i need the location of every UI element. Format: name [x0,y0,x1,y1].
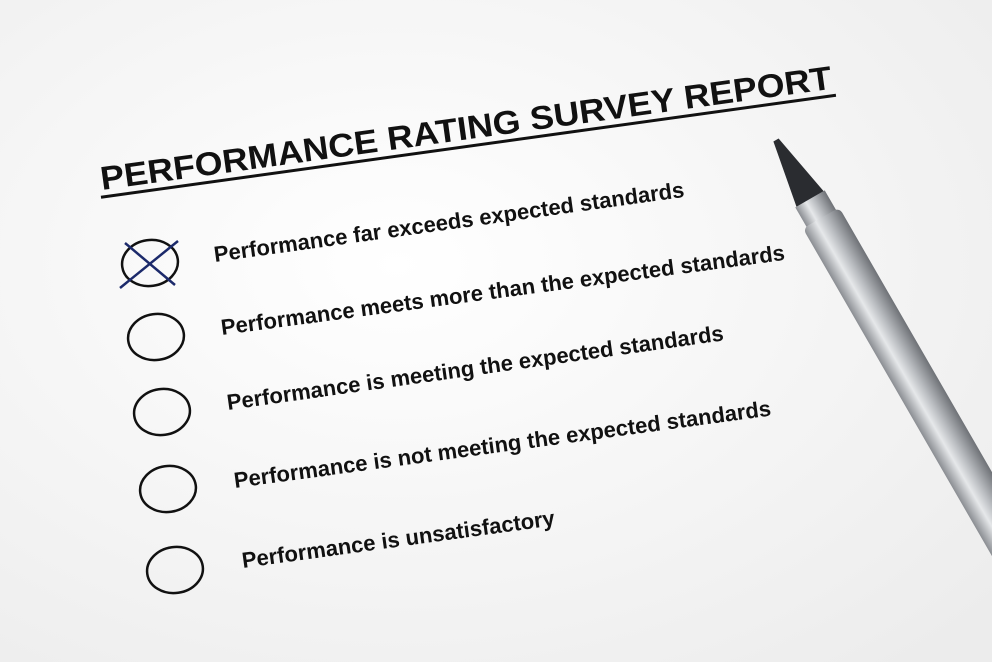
selection-cross [119,240,179,289]
option-circle [132,387,192,437]
option-circle [126,312,186,362]
title-underline [100,93,837,199]
option-circle [145,545,205,595]
option-circle [138,464,198,514]
pen-collar [795,190,837,229]
pen [773,138,992,573]
pen-tip [773,138,825,209]
option-circle [120,238,180,288]
pen-barrel [805,209,992,573]
